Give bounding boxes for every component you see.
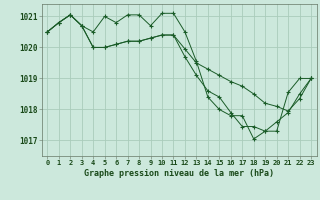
- X-axis label: Graphe pression niveau de la mer (hPa): Graphe pression niveau de la mer (hPa): [84, 169, 274, 178]
